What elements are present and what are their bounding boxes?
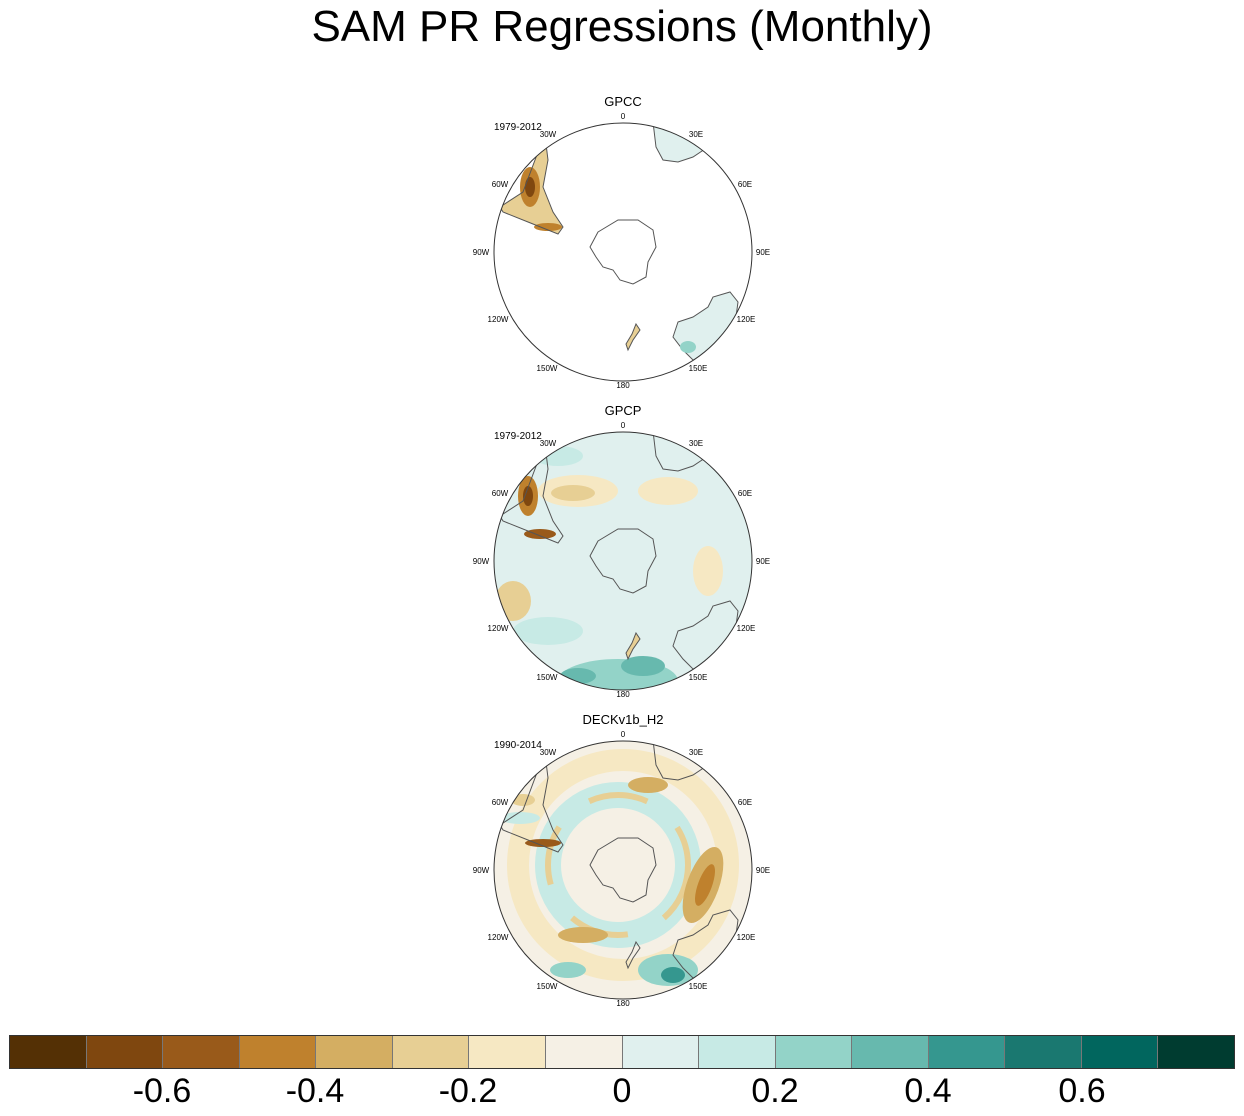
svg-text:0: 0 [621, 421, 626, 430]
map-panel-gpcp: GPCP 1979-2012 0 30E 60E [468, 401, 778, 701]
svg-text:60W: 60W [492, 180, 509, 189]
lon-labels: 0 30E 60E 90E 120E 150E 180 150W 120W 90… [473, 421, 770, 699]
panel-period: 1979-2012 [494, 431, 542, 442]
svg-text:90W: 90W [473, 248, 490, 257]
colorbar-swatch-15 [1158, 1036, 1234, 1068]
panel-title: GPCC [604, 94, 642, 109]
svg-text:60E: 60E [738, 489, 752, 498]
figure-title: SAM PR Regressions (Monthly) [311, 2, 933, 51]
colorbar-tick-label: -0.6 [132, 1072, 192, 1110]
svg-text:120E: 120E [737, 315, 756, 324]
svg-text:150E: 150E [689, 673, 708, 682]
colorbar-swatch-14 [1081, 1036, 1159, 1068]
svg-text:30E: 30E [689, 130, 703, 139]
svg-text:90E: 90E [756, 248, 770, 257]
colorbar-tick-label: 0.6 [1058, 1072, 1106, 1110]
lon-labels: 0 30E 60E 90E 120E 150E 180 150W 120W 90… [473, 730, 770, 1008]
svg-text:0: 0 [621, 112, 626, 121]
colorbar-swatch-9 [699, 1036, 776, 1068]
svg-text:60W: 60W [492, 489, 509, 498]
svg-text:30W: 30W [540, 439, 557, 448]
panel-title: DECKv1b_H2 [583, 712, 664, 727]
polar-map-gpcc: GPCC 1979-2012 0 30E 60E 90E 120E [473, 94, 770, 390]
colorbar-swatch-13 [1005, 1036, 1082, 1068]
svg-text:0: 0 [621, 730, 626, 739]
colorbar-tick-label: 0 [612, 1072, 632, 1110]
colorbar-tick-label: -0.4 [285, 1072, 345, 1110]
svg-text:180: 180 [616, 690, 630, 699]
map-panel-deckv1b-h2: DECKv1b_H2 1990-2014 0 30E [468, 710, 778, 1010]
colorbar-swatch-6 [469, 1036, 546, 1068]
polar-map-gpcp: GPCP 1979-2012 0 30E 60E [473, 403, 770, 699]
colorbar [9, 1035, 1235, 1069]
panel-period: 1979-2012 [494, 122, 542, 133]
svg-text:90W: 90W [473, 557, 490, 566]
colorbar-swatch-10 [775, 1036, 853, 1068]
svg-text:150E: 150E [689, 982, 708, 991]
svg-text:150W: 150W [537, 364, 558, 373]
svg-text:30E: 30E [689, 439, 703, 448]
svg-text:120W: 120W [488, 933, 509, 942]
colorbar-swatch-3 [239, 1036, 317, 1068]
panel-title: GPCP [605, 403, 642, 418]
svg-text:120W: 120W [488, 624, 509, 633]
svg-text:60E: 60E [738, 180, 752, 189]
svg-text:90W: 90W [473, 866, 490, 875]
svg-text:120E: 120E [737, 933, 756, 942]
precip-field [499, 741, 739, 986]
svg-text:120W: 120W [488, 315, 509, 324]
colorbar-tick-label: -0.2 [438, 1072, 498, 1110]
colorbar-swatch-8 [622, 1036, 700, 1068]
svg-text:150W: 150W [537, 673, 558, 682]
polar-map-deckv1b-h2: DECKv1b_H2 1990-2014 0 30E [473, 712, 770, 1008]
map-panel-gpcc: GPCC 1979-2012 0 30E 60E 90E 120E [468, 92, 778, 392]
colorbar-swatch-5 [392, 1036, 470, 1068]
colorbar-swatch-11 [852, 1036, 929, 1068]
panel-period: 1990-2014 [494, 740, 542, 751]
svg-text:90E: 90E [756, 557, 770, 566]
svg-text:120E: 120E [737, 624, 756, 633]
colorbar-swatch-12 [928, 1036, 1006, 1068]
svg-text:60E: 60E [738, 798, 752, 807]
svg-text:60W: 60W [492, 798, 509, 807]
colorbar-tick-label: 0.2 [751, 1072, 799, 1110]
svg-text:180: 180 [616, 381, 630, 390]
svg-text:30W: 30W [540, 130, 557, 139]
colorbar-tick-label: 0.4 [904, 1072, 952, 1110]
svg-text:150E: 150E [689, 364, 708, 373]
lon-labels: 0 30E 60E 90E 120E 150E 180 150W 120W 90… [473, 112, 770, 390]
colorbar-swatch-0 [10, 1036, 87, 1068]
svg-text:180: 180 [616, 999, 630, 1008]
svg-text:90E: 90E [756, 866, 770, 875]
colorbar-swatch-4 [316, 1036, 393, 1068]
svg-text:30E: 30E [689, 748, 703, 757]
colorbar-swatch-1 [86, 1036, 164, 1068]
svg-text:30W: 30W [540, 748, 557, 757]
svg-text:150W: 150W [537, 982, 558, 991]
colorbar-swatch-7 [545, 1036, 623, 1068]
colorbar-swatch-2 [163, 1036, 240, 1068]
